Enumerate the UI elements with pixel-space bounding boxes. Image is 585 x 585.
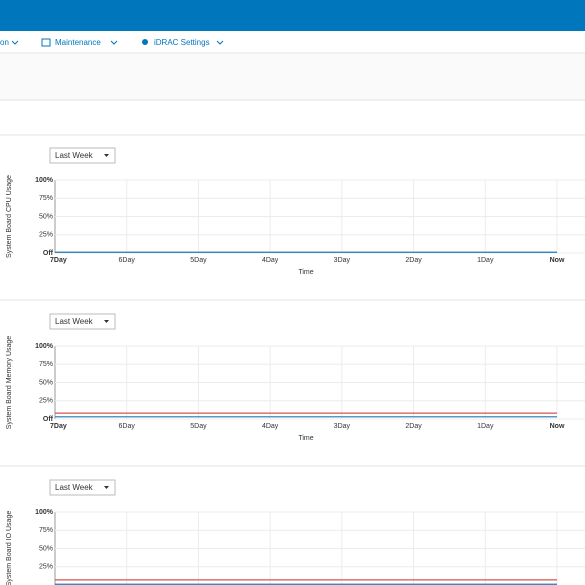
x-tick-label: 4Day <box>262 257 279 264</box>
x-axis-label: Time <box>298 269 313 276</box>
y-tick-label: 75% <box>39 527 53 534</box>
y-axis-label: System Board Memory Usage <box>6 336 13 429</box>
icon <box>142 39 148 45</box>
header-bar <box>0 0 585 31</box>
x-tick-label: 5Day <box>190 257 207 264</box>
x-tick-label: 4Day <box>262 423 279 430</box>
chevron <box>11 40 19 45</box>
chevron <box>110 40 118 45</box>
dropdown-label: Last Week <box>55 317 94 326</box>
nav-item[interactable]: iDRAC Settings <box>154 38 210 47</box>
y-tick-label: 75% <box>39 361 53 368</box>
y-axis-label: System Board IO Usage <box>6 511 13 585</box>
nav-item[interactable]: Maintenance <box>55 38 101 47</box>
y-tick-label: 100% <box>35 509 54 516</box>
dropdown[interactable] <box>49 479 116 496</box>
dropdown-label: Last Week <box>55 151 94 160</box>
y-tick-label: 50% <box>39 379 53 386</box>
dropdown-arrow <box>104 486 109 489</box>
y-tick-label: Off <box>43 416 54 423</box>
icon <box>41 38 51 47</box>
x-tick-label: 6Day <box>119 423 136 430</box>
x-tick-label: Now <box>550 423 565 430</box>
dropdown[interactable] <box>49 313 116 330</box>
nav-bar <box>0 31 585 53</box>
y-tick-label: 25% <box>39 232 53 239</box>
y-tick-label: 50% <box>39 545 53 552</box>
x-tick-label: 3Day <box>334 423 351 430</box>
x-tick-label: 1Day <box>477 257 494 264</box>
y-tick-label: Off <box>43 250 54 257</box>
x-tick-label: 7Day <box>50 423 67 430</box>
y-tick-label: 25% <box>39 564 53 571</box>
x-tick-label: 2Day <box>405 257 422 264</box>
chevron <box>216 40 224 45</box>
x-tick-label: 1Day <box>477 423 494 430</box>
x-tick-label: 2Day <box>405 423 422 430</box>
toolbar <box>0 54 585 100</box>
x-tick-label: Now <box>550 257 565 264</box>
x-axis-label: Time <box>298 435 313 442</box>
x-tick-label: 7Day <box>50 257 67 264</box>
dropdown-arrow <box>104 154 109 157</box>
x-tick-label: 6Day <box>119 257 136 264</box>
x-tick-label: 5Day <box>190 423 207 430</box>
dropdown[interactable] <box>49 147 116 164</box>
x-tick-label: 3Day <box>334 257 351 264</box>
y-tick-label: 75% <box>39 195 53 202</box>
nav-item[interactable]: on <box>0 38 9 47</box>
y-tick-label: 50% <box>39 213 53 220</box>
y-tick-label: 25% <box>39 398 53 405</box>
dropdown-arrow <box>104 320 109 323</box>
y-tick-label: 100% <box>35 177 54 184</box>
y-axis-label: System Board CPU Usage <box>6 175 13 258</box>
dropdown-label: Last Week <box>55 483 94 492</box>
y-tick-label: 100% <box>35 343 54 350</box>
